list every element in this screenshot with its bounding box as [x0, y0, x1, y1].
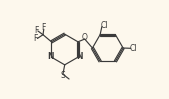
- Text: O: O: [82, 33, 88, 42]
- Text: Cl: Cl: [100, 21, 108, 30]
- Text: F: F: [42, 23, 46, 32]
- Text: S: S: [61, 71, 65, 80]
- Text: Cl: Cl: [129, 44, 137, 53]
- Text: F: F: [34, 26, 39, 35]
- Text: N: N: [47, 52, 53, 61]
- Text: F: F: [34, 34, 38, 43]
- Text: N: N: [76, 52, 82, 61]
